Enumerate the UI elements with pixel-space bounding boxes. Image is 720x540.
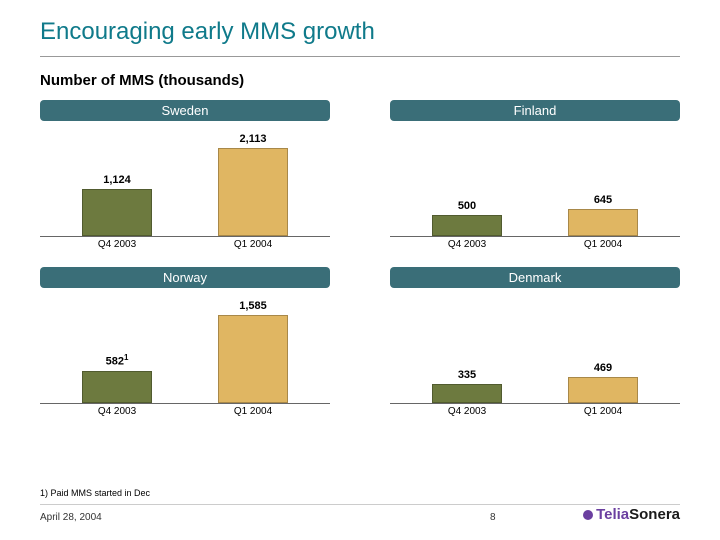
country-header: Finland [390,100,680,121]
bar-value-label: 5821 [106,353,129,368]
bar-rect [432,215,502,236]
bar-rect [82,189,152,236]
page-number: 8 [490,512,496,523]
bar: 335 [432,369,502,403]
axis-label: Q4 2003 [422,406,512,417]
bar-rect [82,371,152,403]
bar-value-label: 2,113 [240,133,267,145]
axis-label: Q4 2003 [72,406,162,417]
footer-date: April 28, 2004 [40,512,102,523]
chart-finland: Finland 500 645 Q4 2003 Q1 2004 [390,100,680,253]
chart-grid: Sweden 1,124 2,113 Q4 2003 Q1 2004 Finland 500… [40,100,680,420]
footnote: 1) Paid MMS started in Dec [40,488,150,498]
bar-value-label: 500 [458,200,476,212]
country-header: Denmark [390,267,680,288]
bar: 2,113 [218,133,288,236]
slide-title: Encouraging early MMS growth [40,18,375,46]
bar: 5821 [82,353,152,403]
axis-label: Q1 2004 [208,239,298,250]
bar-value-label: 1,585 [239,300,267,312]
chart-norway: Norway 5821 1,585 Q4 2003 Q1 2004 [40,267,330,420]
axis-label: Q4 2003 [72,239,162,250]
bar: 469 [568,362,638,403]
bar-rect [568,377,638,403]
bar-value-label: 335 [458,369,476,381]
bar-value-label: 645 [594,194,612,206]
footer-divider [40,504,680,505]
chart-denmark: Denmark 335 469 Q4 2003 Q1 2004 [390,267,680,420]
bar-rect [568,209,638,236]
axis-label: Q1 2004 [558,239,648,250]
title-underline [40,56,680,57]
country-header: Norway [40,267,330,288]
bar-value-label: 1,124 [103,174,131,186]
chart-sweden: Sweden 1,124 2,113 Q4 2003 Q1 2004 [40,100,330,253]
subtitle: Number of MMS (thousands) [40,72,244,89]
bar-rect [218,148,288,236]
bar: 1,585 [218,300,288,403]
logo-text-2: Sonera [629,506,680,523]
country-header: Sweden [40,100,330,121]
bar-rect [218,315,288,403]
bar: 645 [568,194,638,236]
logo-text-1: Telia [596,506,629,523]
axis-label: Q1 2004 [208,406,298,417]
bar: 1,124 [82,174,152,236]
bar-value-label: 469 [594,362,612,374]
axis-label: Q4 2003 [422,239,512,250]
bar: 500 [432,200,502,236]
bar-rect [432,384,502,403]
logo-dot-icon [583,510,593,520]
company-logo: Telia Sonera [583,506,680,523]
axis-label: Q1 2004 [558,406,648,417]
